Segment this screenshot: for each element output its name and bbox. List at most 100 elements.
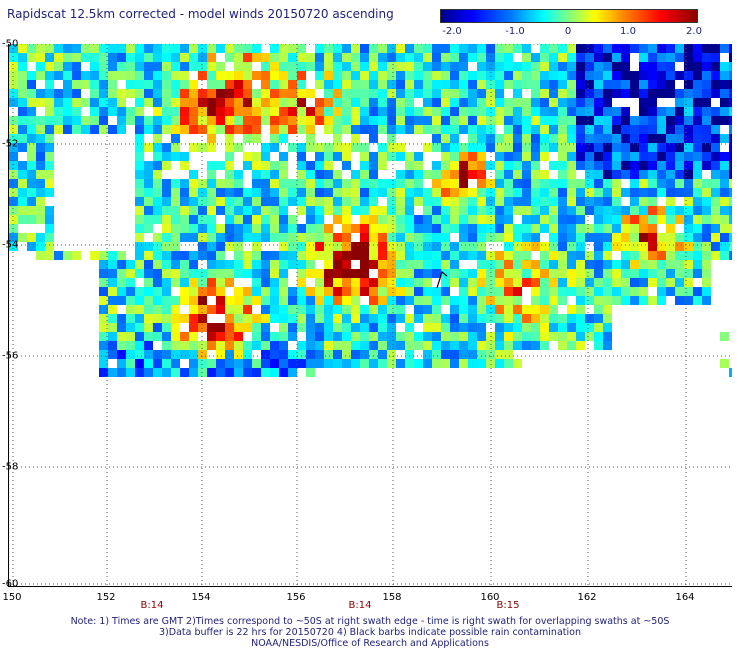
wind-cell [144,323,153,332]
wind-cell [108,80,117,89]
wind-cell [630,80,639,89]
wind-field [9,44,732,377]
wind-cell [693,116,702,125]
wind-cell [630,170,639,179]
wind-cell [369,161,378,170]
wind-cell [549,242,558,251]
wind-cell [243,107,252,116]
wind-cell [585,332,594,341]
wind-cell [378,206,387,215]
wind-cell [432,242,441,251]
wind-cell [540,269,549,278]
wind-cell [234,44,243,53]
wind-cell [279,170,288,179]
wind-cell [225,170,234,179]
wind-cell [351,350,360,359]
wind-cell [378,62,387,71]
wind-cell [477,188,486,197]
wind-cell [657,125,666,134]
wind-cell [99,251,108,260]
wind-cell [72,62,81,71]
wind-cell [18,179,27,188]
wind-cell [414,278,423,287]
wind-cell [99,323,108,332]
wind-cell [153,269,162,278]
wind-cell [549,188,558,197]
wind-cell [657,134,666,143]
wind-cell [225,296,234,305]
wind-cell [189,296,198,305]
wind-cell [603,251,612,260]
wind-cell [207,125,216,134]
wind-cell [603,314,612,323]
wind-cell [297,233,306,242]
wind-cell [558,134,567,143]
wind-cell [522,197,531,206]
wind-cell [504,224,513,233]
wind-cell [342,215,351,224]
wind-cell [522,314,531,323]
wind-cell [504,332,513,341]
wind-cell [504,278,513,287]
wind-cell [279,359,288,368]
wind-cell [522,98,531,107]
wind-cell [261,224,270,233]
wind-cell [72,71,81,80]
wind-cell [477,170,486,179]
wind-cell [378,350,387,359]
wind-cell [513,125,522,134]
wind-cell [369,296,378,305]
wind-cell [639,125,648,134]
wind-cell [153,134,162,143]
wind-cell [612,296,621,305]
wind-cell [315,341,324,350]
wind-cell [576,116,585,125]
wind-cell [9,197,18,206]
wind-cell [342,224,351,233]
wind-cell [441,278,450,287]
wind-cell [144,80,153,89]
wind-cell [18,161,27,170]
wind-cell [306,251,315,260]
wind-cell [225,125,234,134]
wind-cell [405,62,414,71]
wind-cell [288,359,297,368]
wind-cell [135,224,144,233]
wind-cell [288,80,297,89]
wind-cell [666,206,675,215]
wind-cell [684,80,693,89]
wind-cell [477,350,486,359]
wind-cell [486,314,495,323]
wind-cell [360,341,369,350]
wind-cell [126,71,135,80]
wind-cell [639,107,648,116]
wind-cell [504,314,513,323]
wind-cell [621,215,630,224]
wind-cell [414,116,423,125]
wind-cell [540,170,549,179]
wind-cell [441,296,450,305]
wind-cell [441,170,450,179]
wind-cell [603,170,612,179]
wind-cell [432,332,441,341]
wind-cell [369,278,378,287]
wind-cell [540,215,549,224]
wind-cell [333,188,342,197]
wind-cell [396,125,405,134]
wind-cell [486,134,495,143]
wind-cell [612,80,621,89]
wind-cell [216,188,225,197]
wind-cell [558,260,567,269]
wind-cell [135,323,144,332]
wind-cell [450,44,459,53]
wind-cell [504,152,513,161]
wind-cell [63,116,72,125]
wind-cell [594,116,603,125]
wind-cell [27,80,36,89]
wind-cell [648,188,657,197]
wind-cell [594,305,603,314]
wind-cell [639,179,648,188]
wind-cell [396,314,405,323]
wind-cell [162,269,171,278]
wind-cell [342,305,351,314]
